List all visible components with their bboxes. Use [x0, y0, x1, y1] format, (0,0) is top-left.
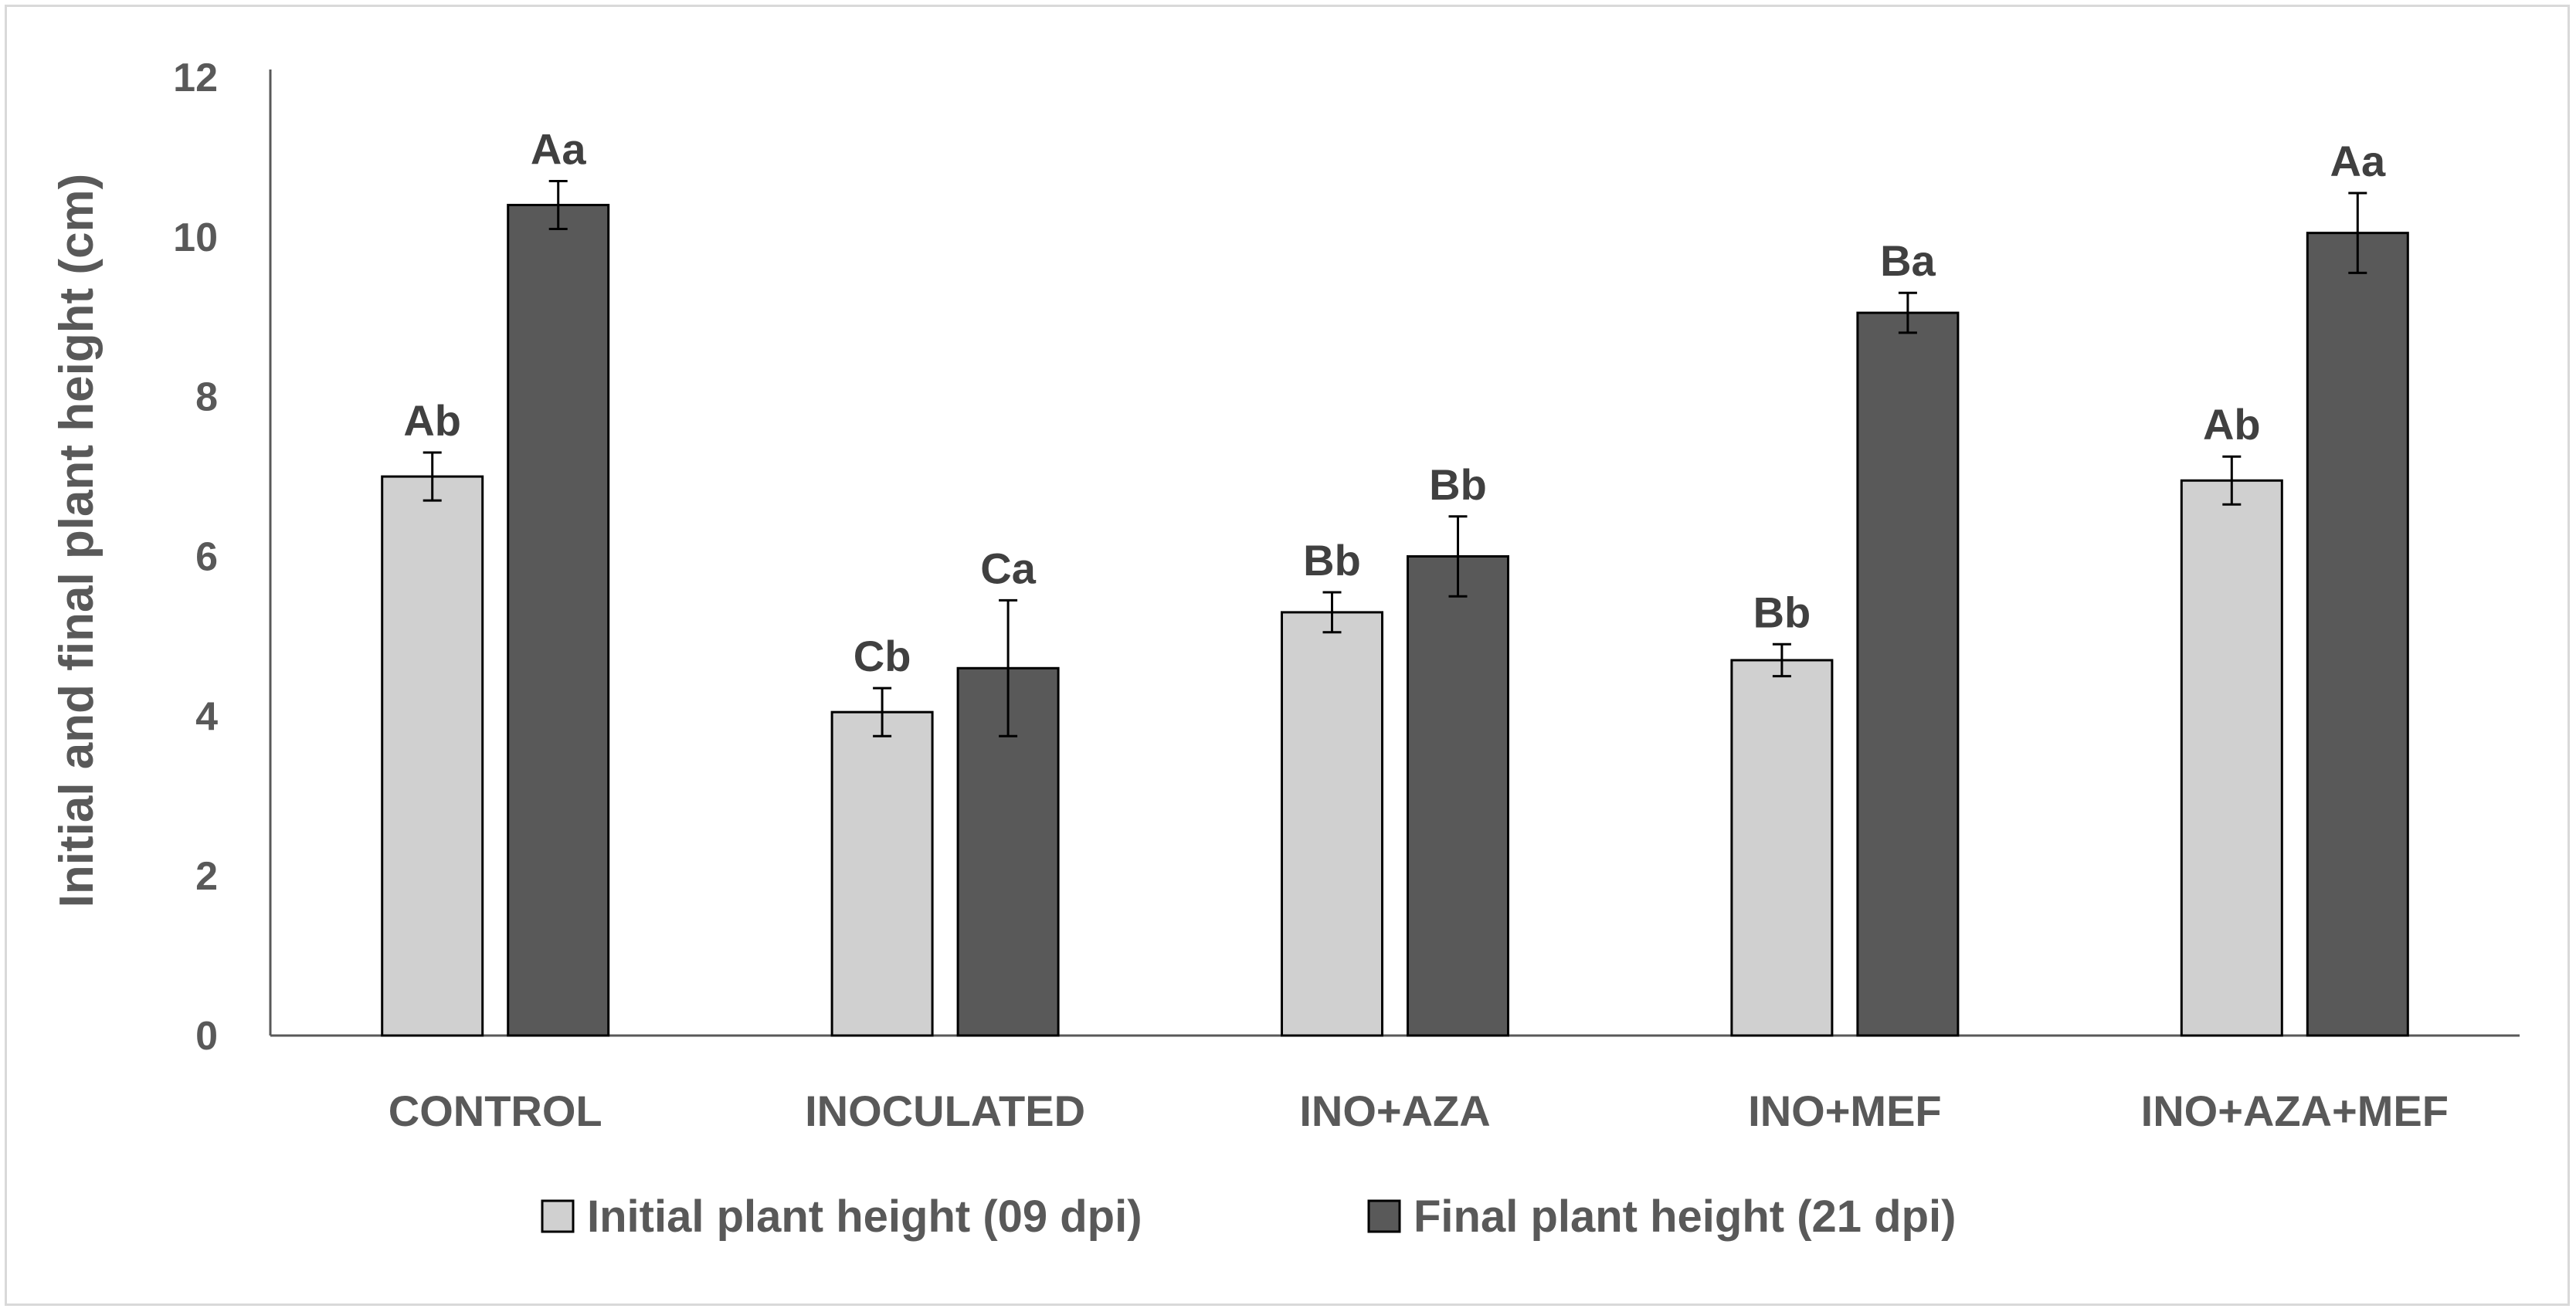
- bar: [1730, 659, 1834, 1037]
- data-label: Bb: [1303, 536, 1361, 585]
- data-label: Cb: [854, 632, 911, 680]
- category-label: INOCULATED: [805, 1087, 1085, 1135]
- category-label: CONTROL: [389, 1087, 602, 1135]
- bar: [2306, 232, 2409, 1037]
- bars: [381, 203, 2409, 1037]
- bar: [1856, 311, 1960, 1037]
- legend: Initial plant height (09 dpi) Final plant…: [541, 1192, 1956, 1242]
- y-tick-label: 8: [195, 375, 218, 420]
- bar: [830, 710, 934, 1037]
- y-axis-title-group: Initial and final plant height (cm): [50, 174, 104, 908]
- legend-label: Final plant height (21 dpi): [1414, 1192, 1956, 1242]
- legend-swatch: [1367, 1199, 1401, 1233]
- category-label: INO+AZA+MEF: [2141, 1087, 2449, 1135]
- data-label: Bb: [1753, 588, 1811, 636]
- data-label: Ba: [1880, 236, 1936, 285]
- y-axis-title: Initial and final plant height (cm): [50, 174, 104, 908]
- error-bars: [423, 179, 2367, 737]
- data-labels: Ab Cb Bb Bb Ab Aa Ca Bb Ba Aa: [403, 124, 2386, 680]
- data-label: Aa: [531, 124, 586, 173]
- data-label: Ab: [403, 396, 461, 445]
- bar: [1407, 555, 1509, 1037]
- axes: [269, 69, 2520, 1037]
- y-tick-label: 12: [173, 56, 218, 100]
- y-tick-label: 6: [195, 535, 218, 580]
- data-label: Ca: [980, 544, 1036, 592]
- y-tick-labels: 0 2 4 6 8 10 12: [173, 56, 218, 1059]
- y-tick-label: 10: [173, 215, 218, 260]
- category-labels: CONTROL INOCULATED INO+AZA INO+MEF INO+AZA+M…: [389, 1087, 2449, 1135]
- bar: [1281, 611, 1383, 1037]
- bar: [507, 203, 610, 1037]
- category-label: INO+AZA: [1299, 1087, 1490, 1135]
- y-tick-label: 2: [195, 854, 218, 899]
- data-label: Bb: [1429, 460, 1487, 509]
- bar: [2180, 479, 2283, 1037]
- bar: [381, 475, 484, 1037]
- data-label: Ab: [2203, 400, 2261, 449]
- y-tick-label: 4: [195, 694, 218, 739]
- legend-label: Initial plant height (09 dpi): [587, 1192, 1142, 1242]
- category-label: INO+MEF: [1748, 1087, 1941, 1135]
- data-label: Aa: [2330, 137, 2386, 185]
- legend-swatch: [541, 1199, 575, 1233]
- y-tick-label: 0: [195, 1014, 218, 1059]
